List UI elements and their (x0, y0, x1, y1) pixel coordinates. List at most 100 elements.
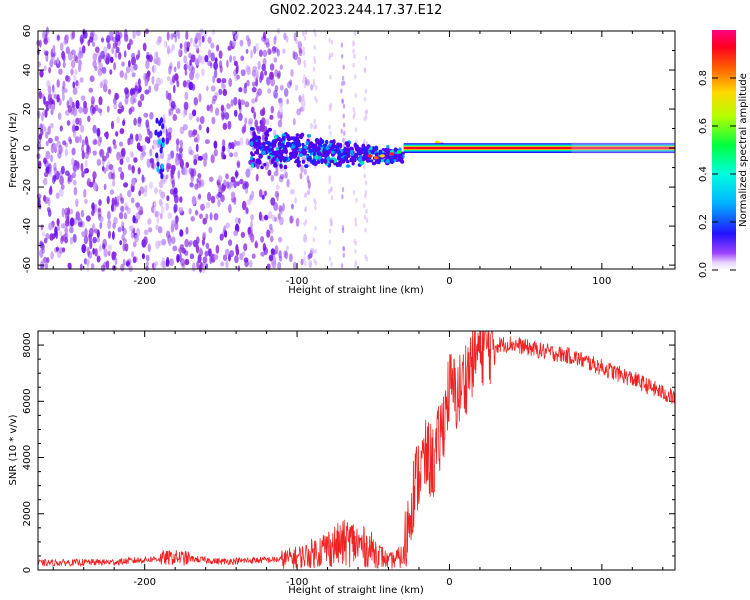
spectrogram-noise-cell (214, 148, 218, 155)
spectrogram-streak-cell (364, 190, 368, 195)
spectrogram-noise-cell (90, 96, 96, 105)
spectrogram-noise-cell (107, 219, 112, 230)
spectrogram-noise-cell (191, 132, 196, 138)
spectrogram-noise-cell (213, 213, 219, 221)
spectrogram-noise-cell (295, 38, 298, 45)
spectrogram-noise-cell (190, 216, 195, 222)
spectrogram-streak-cell (313, 82, 316, 88)
spectrogram-noise-cell (44, 262, 49, 270)
spectrogram-noise-cell (309, 247, 315, 255)
spectrogram-streak-cell (342, 137, 345, 143)
spectrogram-noise-cell (278, 106, 284, 115)
spectrogram-noise-cell (231, 39, 236, 47)
spectrogram-noise-cell (78, 106, 84, 114)
spectrogram-noise-cell (251, 70, 257, 77)
spectrogram-noise-cell (247, 229, 253, 238)
spectrogram-noise-cell (222, 122, 228, 130)
spectrogram-noise-cell (168, 108, 174, 116)
spectrogram-noise-cell (81, 150, 85, 160)
spectrogram-noise-cell (279, 84, 284, 91)
spectrogram-noise-cell (250, 233, 255, 243)
spectrogram-noise-cell (262, 31, 267, 40)
spectrogram-noise-cell (238, 217, 241, 225)
spectrogram-noise-cell (207, 49, 212, 58)
spectrogram-noise-cell (116, 151, 121, 161)
spectrogram-noise-cell (175, 138, 180, 146)
spectrogram-noise-cell (274, 46, 279, 53)
spectrogram-noise-cell (66, 120, 71, 126)
spectrogram-burst-cell (155, 152, 159, 159)
spectrogram-noise-cell (195, 72, 200, 80)
spectrogram-noise-cell (193, 137, 198, 143)
spectrogram-noise-cell (166, 195, 170, 202)
spectrogram-signal-cell (288, 142, 292, 147)
spectrogram-streak-cell (342, 113, 345, 119)
spectrogram-noise-cell (306, 79, 310, 87)
spectrogram-noise-cell (69, 208, 74, 215)
spectrogram-noise-cell (172, 245, 178, 252)
spectrogram-signal-cell (289, 136, 294, 141)
spectrogram-noise-cell (251, 253, 256, 259)
spectrogram-noise-cell (247, 120, 253, 127)
spectrogram-noise-cell (297, 41, 303, 50)
spectrogram-noise-cell (236, 181, 240, 187)
spectrogram-noise-cell (231, 141, 235, 149)
spectrogram-streak-cell (354, 93, 357, 99)
spectrogram-noise-cell (84, 198, 88, 204)
spectrogram-noise-cell (38, 90, 42, 100)
spectrogram-noise-cell (86, 264, 90, 273)
spectrogram-streak-cell (314, 248, 317, 254)
spectrogram-noise-cell (283, 32, 287, 41)
spectrogram-xtick-label: 0 (446, 276, 452, 287)
spectrogram-noise-cell (234, 34, 238, 41)
colorbar-ticks: 0.0 0.2 0.4 0.6 0.8 (698, 70, 736, 278)
spectrogram-noise-cell (201, 239, 205, 246)
spectrogram-noise-cell (89, 36, 94, 43)
figure-title: GN02.2023.244.17.37.E12 (270, 3, 443, 18)
spectrogram-noise-cell (133, 157, 138, 163)
spectrogram-noise-cell (64, 219, 70, 227)
spectrogram-noise-cell (178, 151, 183, 160)
spectrogram-signal-cell (386, 144, 390, 149)
spectrogram-noise-cell (133, 256, 139, 263)
spectrogram-streak-cell (363, 138, 366, 144)
colorbar-tick-label: 0.4 (698, 166, 709, 182)
spectrogram-noise-cell (132, 241, 137, 248)
spectrogram-noise-cell (131, 152, 134, 159)
spectrogram-noise-cell (188, 129, 193, 138)
spectrogram-burst-cell (155, 117, 159, 124)
spectrogram-noise-cell (279, 173, 285, 180)
spectrogram-xtick-label: -100 (286, 276, 309, 287)
spectrogram-noise-cell (244, 117, 248, 125)
spectrogram-signal-cell (353, 142, 358, 148)
snr-ylabel: SNR (10 * v/v) (8, 414, 19, 485)
spectrogram-noise-cell (279, 114, 283, 122)
spectrogram-noise-cell (145, 265, 149, 271)
spectrogram-noise-cell (40, 224, 44, 231)
spectrogram-noise-cell (279, 111, 283, 119)
spectrogram-noise-cell (103, 248, 108, 258)
spectrogram-noise-cell (137, 133, 143, 142)
spectrogram-noise-cell (131, 56, 136, 66)
spectrogram-ytick-label: 60 (22, 25, 33, 38)
spectrogram-noise-cell (276, 48, 280, 57)
spectrogram-noise-cell (227, 120, 232, 130)
spectrogram-noise-cell (182, 166, 188, 176)
spectrogram-noise-cell (184, 238, 189, 248)
spectrogram-noise-cell (247, 227, 252, 235)
spectrogram-tone-band (403, 146, 675, 150)
spectrogram-noise-cell (216, 44, 220, 52)
spectrogram-streak-cell (315, 98, 318, 104)
spectrogram-noise-cell (229, 55, 233, 63)
spectrogram-signal-cell (296, 162, 301, 168)
spectrogram-noise-cell (135, 202, 140, 208)
spectrogram-noise-cell (142, 176, 146, 183)
spectrogram-noise-cell (300, 258, 304, 266)
spectrogram-noise-cell (96, 158, 102, 166)
spectrogram-signal-cell (291, 150, 297, 155)
spectrogram-noise-cell (135, 133, 139, 142)
spectrogram-streak-cell (341, 81, 344, 87)
spectrogram-noise-cell (182, 80, 187, 88)
spectrogram-signal-cell (364, 152, 369, 158)
spectrogram-signal-cell (306, 134, 311, 138)
